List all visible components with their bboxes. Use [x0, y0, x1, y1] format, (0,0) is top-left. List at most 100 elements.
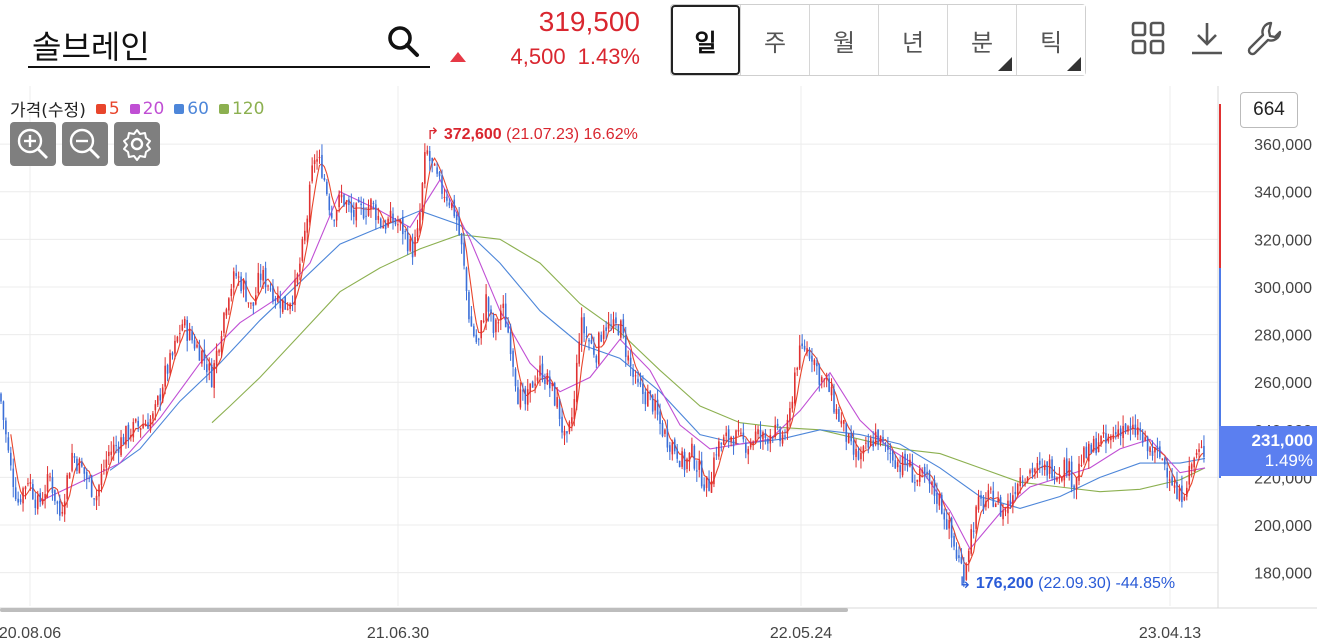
candle-body	[379, 218, 382, 227]
candle-body	[987, 490, 990, 499]
candle-body	[696, 470, 698, 472]
candle-body	[1127, 426, 1129, 432]
candle-body	[372, 202, 375, 204]
candle-body	[105, 459, 108, 468]
stock-name[interactable]: 솔브레인	[32, 28, 150, 66]
candle-body	[754, 431, 757, 442]
candle-body	[845, 423, 848, 442]
candle-body	[56, 501, 59, 504]
candle-body	[394, 219, 397, 225]
candle-body	[860, 452, 862, 460]
period-year-button[interactable]: 년	[878, 5, 947, 75]
ma20-line	[39, 178, 1206, 550]
candle-body	[2, 401, 5, 420]
candle-body	[465, 267, 468, 291]
x-tick-label: 21.06.30	[367, 625, 429, 642]
candle-body	[698, 460, 701, 470]
candle-body	[455, 214, 458, 221]
period-week-button[interactable]: 주	[740, 5, 809, 75]
candle-body	[316, 159, 318, 162]
legend-ma60[interactable]: 60	[174, 99, 209, 119]
candle-body	[781, 434, 784, 444]
candle-body	[639, 382, 642, 385]
stock-search-box[interactable]: 솔브레인	[28, 16, 430, 68]
legend-ma20[interactable]: 20	[129, 99, 164, 119]
candle-body	[120, 437, 122, 456]
chart-area[interactable]: 180,000200,000220,000240,000260,000280,0…	[0, 86, 1317, 642]
candle-body	[1026, 476, 1029, 483]
chart-scrollbar-thumb[interactable]	[0, 608, 848, 612]
search-icon[interactable]	[386, 24, 420, 58]
candle-body	[813, 359, 816, 366]
candle-body	[796, 368, 799, 370]
candle-body	[933, 480, 936, 496]
candle-body	[387, 218, 389, 227]
candle-body	[624, 335, 627, 357]
candle-body	[972, 530, 975, 532]
chart-settings-button[interactable]	[114, 122, 160, 166]
candle-body	[267, 285, 269, 287]
period-year-label: 년	[901, 28, 925, 57]
period-day-button[interactable]: 일	[671, 5, 740, 75]
period-selector: 일 주 월 년 분 틱	[670, 4, 1086, 76]
candle-body	[549, 376, 551, 389]
candle-body	[164, 365, 166, 387]
candle-body	[1114, 432, 1117, 435]
candle-body	[497, 322, 500, 324]
legend-ma5[interactable]: 5	[95, 99, 120, 119]
candle-body	[186, 319, 188, 341]
candle-body	[722, 437, 725, 445]
grid-layout-icon[interactable]	[1130, 20, 1166, 56]
candle-body	[414, 236, 416, 256]
high-price-annotation: ↱ 372,600 (21.07.23) 16.62%	[426, 124, 638, 144]
candle-body	[17, 498, 19, 503]
wrench-icon[interactable]	[1247, 20, 1283, 56]
zoom-out-button[interactable]	[62, 122, 108, 166]
period-minute-button[interactable]: 분	[947, 5, 1016, 75]
candle-body	[700, 460, 703, 487]
candle-body	[294, 279, 296, 306]
candle-body	[10, 452, 12, 466]
candle-body	[367, 206, 370, 216]
candle-body	[632, 369, 634, 377]
candle-body	[649, 390, 652, 394]
candle-body	[193, 340, 196, 349]
period-tick-button[interactable]: 틱	[1016, 5, 1085, 75]
candle-body	[76, 458, 78, 471]
candle-body	[36, 495, 39, 510]
candle-body	[137, 420, 139, 427]
candle-body	[257, 272, 260, 294]
candle-body	[61, 511, 64, 514]
low-price-annotation: ↳ 176,200 (22.09.30) -44.85%	[958, 573, 1175, 593]
candle-body	[1161, 458, 1164, 460]
candle-body	[1149, 447, 1151, 453]
candle-body	[1159, 446, 1161, 458]
candle-body	[767, 438, 769, 444]
candle-body	[71, 452, 73, 471]
candle-body	[654, 400, 656, 411]
candle-body	[509, 331, 512, 355]
candle-body	[333, 220, 335, 222]
candle-body	[1181, 485, 1183, 503]
candle-body	[882, 436, 884, 442]
legend-ma120[interactable]: 120	[218, 99, 264, 119]
candle-body	[546, 373, 549, 385]
candle-body	[671, 442, 674, 455]
candle-body	[803, 345, 806, 350]
candle-body	[884, 443, 887, 445]
last-price-value: 231,000	[1251, 431, 1313, 450]
change-amount: 4,500	[510, 44, 566, 69]
candle-body	[811, 355, 813, 362]
candle-body	[1083, 447, 1085, 463]
candle-body	[862, 446, 865, 454]
candle-body	[850, 433, 852, 442]
period-month-button[interactable]: 월	[809, 5, 878, 75]
download-icon[interactable]	[1189, 20, 1225, 56]
candle-body	[362, 207, 365, 219]
candle-body	[443, 196, 446, 198]
zoom-in-button[interactable]	[10, 122, 56, 166]
candle-body	[59, 500, 61, 516]
price-chart[interactable]: 180,000200,000220,000240,000260,000280,0…	[0, 86, 1317, 642]
candle-body	[647, 392, 649, 407]
candle-body	[1171, 476, 1173, 486]
